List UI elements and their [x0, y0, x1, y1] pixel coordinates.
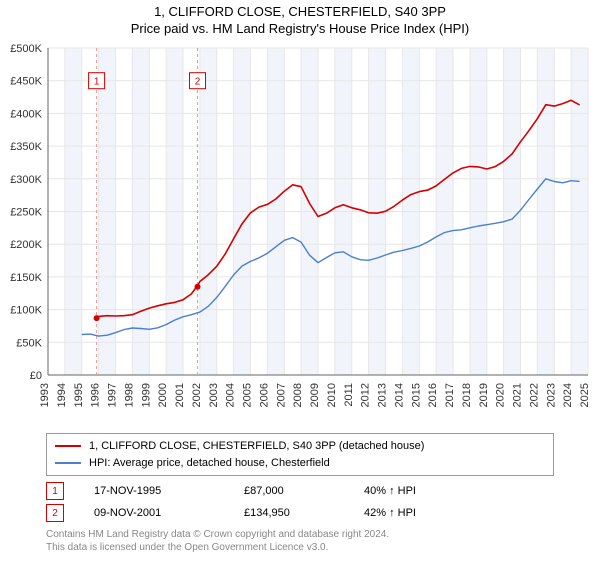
svg-text:2001: 2001 [174, 383, 186, 407]
svg-text:1997: 1997 [107, 383, 119, 407]
svg-text:2003: 2003 [208, 383, 220, 407]
svg-text:2002: 2002 [191, 383, 203, 407]
footer-line-1: Contains HM Land Registry data © Crown c… [46, 528, 600, 541]
svg-text:2012: 2012 [360, 383, 372, 407]
svg-text:2013: 2013 [377, 383, 389, 407]
svg-text:2022: 2022 [528, 383, 540, 407]
svg-text:2019: 2019 [478, 383, 490, 407]
sale-delta: 40% ↑ HPI [364, 485, 416, 497]
svg-text:1998: 1998 [123, 383, 135, 407]
sale-row: 1 17-NOV-1995 £87,000 40% ↑ HPI [46, 482, 600, 500]
svg-text:2018: 2018 [461, 383, 473, 407]
legend-item: HPI: Average price, detached house, Ches… [55, 455, 545, 472]
legend-swatch [55, 462, 81, 464]
svg-text:2: 2 [195, 77, 201, 88]
legend-label: HPI: Average price, detached house, Ches… [89, 455, 330, 472]
svg-text:£150K: £150K [10, 272, 42, 284]
svg-text:2004: 2004 [225, 383, 237, 407]
legend-label: 1, CLIFFORD CLOSE, CHESTERFIELD, S40 3PP… [89, 438, 424, 455]
svg-text:£500K: £500K [10, 43, 42, 55]
svg-text:2011: 2011 [343, 383, 355, 407]
svg-text:1993: 1993 [39, 383, 51, 407]
svg-text:2007: 2007 [275, 383, 287, 407]
legend-swatch [55, 445, 81, 447]
sale-date: 09-NOV-2001 [94, 507, 214, 519]
svg-text:2000: 2000 [157, 383, 169, 407]
svg-text:1: 1 [94, 77, 100, 88]
footer: Contains HM Land Registry data © Crown c… [46, 528, 600, 554]
sales-list: 1 17-NOV-1995 £87,000 40% ↑ HPI 2 09-NOV-2001… [0, 482, 600, 522]
svg-text:2025: 2025 [579, 383, 591, 407]
svg-text:£50K: £50K [16, 337, 42, 349]
svg-text:£400K: £400K [10, 108, 42, 120]
svg-text:2006: 2006 [258, 383, 270, 407]
sale-price: £87,000 [244, 485, 334, 497]
sale-price: £134,950 [244, 507, 334, 519]
svg-text:1994: 1994 [56, 383, 68, 407]
svg-text:2009: 2009 [309, 383, 321, 407]
svg-text:£0: £0 [30, 370, 42, 382]
svg-text:1996: 1996 [90, 383, 102, 407]
svg-text:2017: 2017 [444, 383, 456, 407]
legend-item: 1, CLIFFORD CLOSE, CHESTERFIELD, S40 3PP… [55, 438, 545, 455]
svg-text:2023: 2023 [545, 383, 557, 407]
svg-text:2010: 2010 [326, 383, 338, 407]
sale-badge: 2 [46, 504, 64, 522]
svg-text:£250K: £250K [10, 207, 42, 219]
svg-text:£450K: £450K [10, 76, 42, 88]
svg-text:1999: 1999 [140, 383, 152, 407]
svg-text:£300K: £300K [10, 174, 42, 186]
svg-text:£100K: £100K [10, 305, 42, 317]
chart-svg: £0 £50K £100K £150K £200K £250K £300K £350K £400… [0, 40, 600, 425]
price-chart: £0 £50K £100K £150K £200K £250K £300K £350K £400… [0, 40, 600, 425]
sale-date: 17-NOV-1995 [94, 485, 214, 497]
svg-text:2020: 2020 [495, 383, 507, 407]
svg-text:2024: 2024 [562, 383, 574, 407]
svg-text:£200K: £200K [10, 239, 42, 251]
legend: 1, CLIFFORD CLOSE, CHESTERFIELD, S40 3PP… [46, 433, 554, 476]
svg-text:1995: 1995 [73, 383, 85, 407]
svg-text:2015: 2015 [410, 383, 422, 407]
sale-delta: 42% ↑ HPI [364, 507, 416, 519]
page-title-line1: 1, CLIFFORD CLOSE, CHESTERFIELD, S40 3PP [0, 4, 600, 19]
page-title-line2: Price paid vs. HM Land Registry's House … [0, 21, 600, 36]
svg-text:2016: 2016 [427, 383, 439, 407]
svg-text:2014: 2014 [393, 383, 405, 407]
svg-text:£350K: £350K [10, 141, 42, 153]
svg-text:2021: 2021 [512, 383, 524, 407]
svg-text:2005: 2005 [242, 383, 254, 407]
sale-badge: 1 [46, 482, 64, 500]
svg-text:2008: 2008 [292, 383, 304, 407]
sale-row: 2 09-NOV-2001 £134,950 42% ↑ HPI [46, 504, 600, 522]
footer-line-2: This data is licensed under the Open Gov… [46, 541, 600, 554]
